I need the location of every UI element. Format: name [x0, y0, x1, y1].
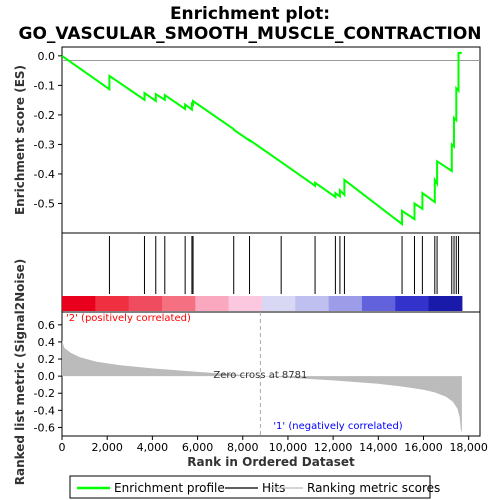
metric-y-tick-label: 0.4 — [38, 336, 56, 349]
metric-y-axis-label: Ranked list metric (Signal2Noise) — [13, 259, 27, 486]
es-y-tick-label: 0.0 — [38, 50, 56, 63]
metric-y-tick-label: 0.6 — [38, 319, 56, 332]
heatbar-segment — [128, 296, 163, 311]
hit-markers — [108, 236, 460, 294]
es-y-tick-label: -0.2 — [34, 109, 55, 122]
chart-title-line-2: GO_VASCULAR_SMOOTH_MUSCLE_CONTRACTION — [18, 24, 481, 44]
legend-frame — [69, 475, 431, 499]
metric-y-tick-label: 0.2 — [38, 353, 56, 366]
ranking-heatbar — [62, 296, 463, 311]
x-tick-label: 8,000 — [227, 441, 259, 454]
es-y-tick-label: -0.4 — [34, 168, 55, 181]
legend-enrichment-label: Enrichment profile — [114, 481, 225, 495]
positive-correlation-label: '2' (positively correlated) — [66, 313, 191, 324]
heatbar-segment — [62, 296, 96, 311]
heatbar-segment — [161, 296, 196, 311]
chart-title-line-1: Enrichment plot: — [170, 4, 330, 24]
zero-cross-label: Zero cross at 8781 — [213, 370, 307, 381]
x-tick-label: 14,000 — [359, 441, 398, 454]
metric-y-tick-label: -0.4 — [34, 404, 55, 417]
heatbar-segment — [295, 296, 330, 311]
es-y-tick-label: -0.3 — [34, 138, 55, 151]
negative-correlation-label: '1' (negatively correlated) — [273, 421, 402, 432]
heatbar-segment — [428, 296, 463, 311]
es-panel: 0.0 -0.1 -0.2 -0.3 -0.4 -0.5 — [34, 46, 481, 234]
metric-y-ticks: 0.6 0.4 0.2 0.0 -0.2 -0.4 -0.6 — [34, 319, 62, 434]
metric-y-tick-label: -0.2 — [34, 387, 55, 400]
x-tick-label: 12,000 — [314, 441, 353, 454]
metric-y-tick-label: -0.6 — [34, 421, 55, 434]
heatbar-segment — [228, 296, 263, 311]
hits-panel — [61, 232, 481, 313]
metric-y-tick-label: 0.0 — [38, 370, 56, 383]
x-tick-label: 0 — [59, 441, 66, 454]
x-tick-label: 6,000 — [182, 441, 214, 454]
legend: Enrichment profile Hits Ranking metric s… — [69, 475, 440, 499]
es-y-tick-label: -0.1 — [34, 79, 55, 92]
metric-panel: 0.6 0.4 0.2 0.0 -0.2 -0.4 -0.6 Zero cross at 8… — [34, 311, 488, 454]
x-tick-label: 10,000 — [269, 441, 308, 454]
x-tick-label: 2,000 — [91, 441, 123, 454]
enrichment-profile-line — [61, 51, 462, 227]
es-y-ticks: 0.0 -0.1 -0.2 -0.3 -0.4 -0.5 — [34, 50, 62, 210]
x-tick-label: 4,000 — [137, 441, 169, 454]
x-axis-label: Rank in Ordered Dataset — [187, 455, 355, 469]
heatbar-segment — [361, 296, 396, 311]
heatbar-segment — [395, 296, 430, 311]
x-tick-label: 16,000 — [404, 441, 443, 454]
heatbar-segment — [195, 296, 230, 311]
heatbar-segment — [261, 296, 296, 311]
x-tick-label: 18,000 — [449, 441, 488, 454]
legend-metric-label: Ranking metric scores — [307, 481, 440, 495]
es-y-tick-label: -0.5 — [34, 197, 55, 210]
heatbar-segment — [328, 296, 363, 311]
es-panel-frame — [61, 46, 481, 234]
x-ticks: 0 2,000 4,000 6,000 8,000 10,000 12,000 14,000 1… — [59, 436, 488, 454]
es-y-axis-label: Enrichment score (ES) — [13, 65, 27, 215]
heatbar-segment — [95, 296, 130, 311]
